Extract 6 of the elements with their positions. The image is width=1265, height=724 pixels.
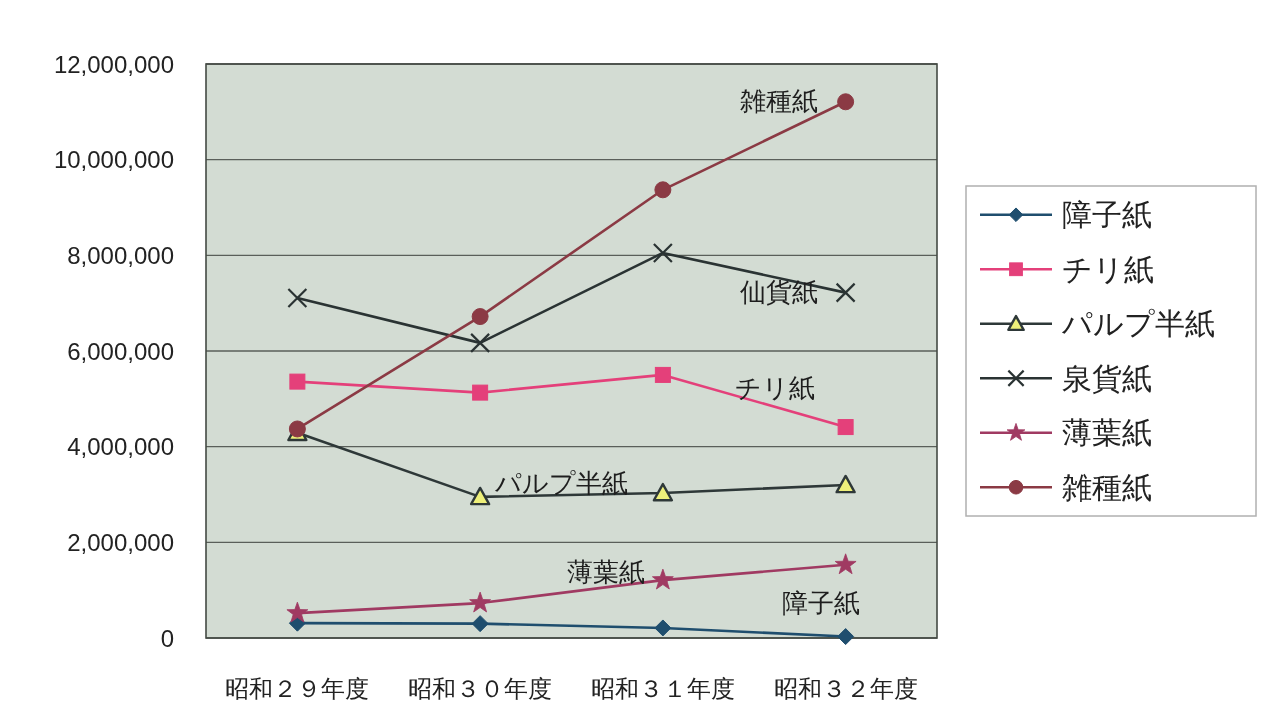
annotation: 障子紙	[782, 588, 860, 618]
annotation: チリ紙	[735, 373, 815, 403]
annotation: 薄葉紙	[566, 557, 645, 587]
annotation: パルプ半紙	[495, 468, 628, 498]
annotation: 雑種紙	[739, 87, 818, 117]
annotation: 仙貨紙	[739, 278, 818, 308]
